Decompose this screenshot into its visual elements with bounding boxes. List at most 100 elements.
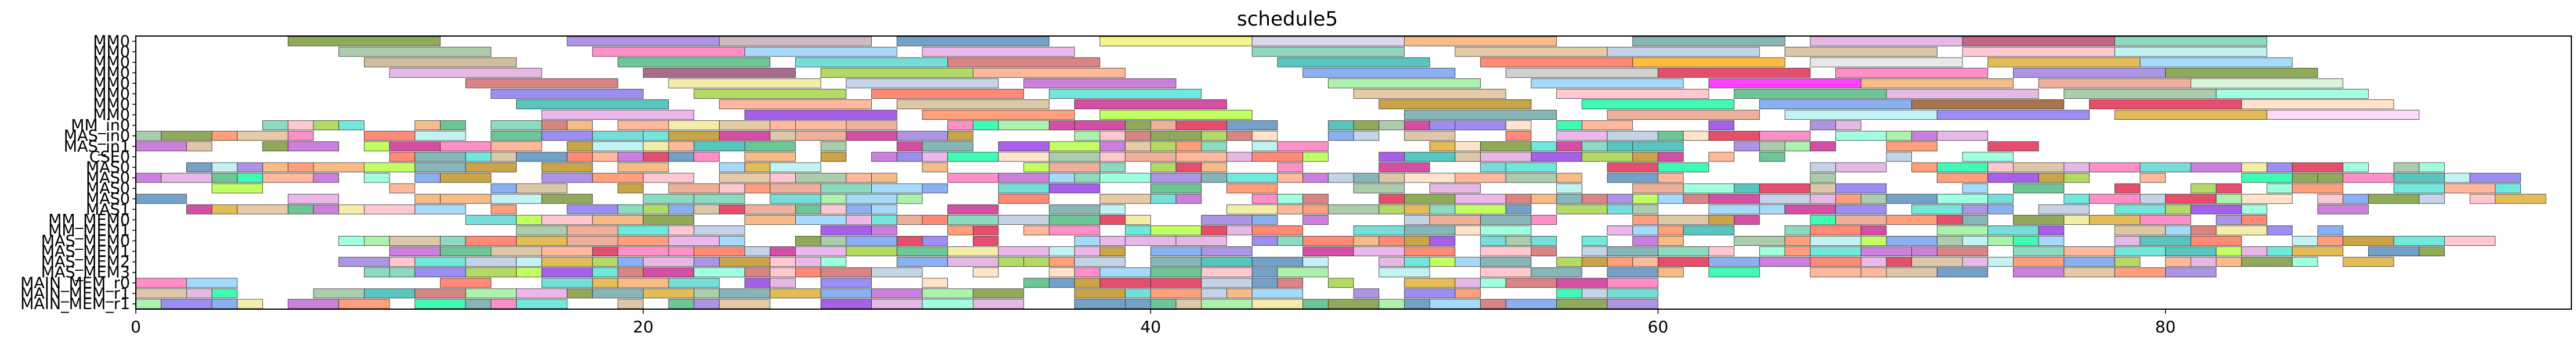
task-bar bbox=[820, 299, 872, 309]
task-bar bbox=[2114, 225, 2166, 235]
task-bar bbox=[1303, 299, 1329, 309]
task-bar bbox=[1150, 257, 1202, 267]
task-bar bbox=[414, 257, 466, 267]
task-bar bbox=[1251, 46, 1405, 57]
task-bar bbox=[1581, 99, 1735, 109]
task-bar bbox=[1810, 141, 1836, 152]
task-bar bbox=[490, 88, 644, 99]
task-bar bbox=[1175, 120, 1227, 131]
task-bar bbox=[719, 99, 872, 109]
task-bar bbox=[1936, 173, 1989, 183]
task-bar bbox=[1404, 36, 1557, 46]
task-bar bbox=[1150, 225, 1202, 235]
task-bar bbox=[363, 173, 390, 183]
task-bar bbox=[871, 204, 897, 214]
task-bar bbox=[2343, 236, 2394, 246]
task-bar bbox=[846, 246, 897, 257]
task-bar bbox=[1708, 78, 1861, 88]
task-bar bbox=[972, 120, 999, 131]
task-bar bbox=[1936, 225, 1989, 235]
task-bar bbox=[1150, 246, 1202, 257]
task-bar bbox=[363, 288, 416, 299]
task-bar bbox=[592, 131, 644, 141]
task-bar bbox=[1581, 152, 1633, 162]
y-tick-label: MAS0 bbox=[86, 169, 130, 187]
task-bar bbox=[770, 278, 796, 288]
task-bar bbox=[1099, 246, 1126, 257]
task-bar bbox=[1911, 204, 1963, 214]
task-bar bbox=[1455, 257, 1481, 267]
task-bar bbox=[1404, 299, 1430, 309]
task-bar bbox=[1581, 246, 1608, 257]
task-bar bbox=[846, 120, 897, 131]
task-bar bbox=[237, 173, 263, 183]
task-bar bbox=[414, 162, 466, 173]
task-bar bbox=[516, 236, 568, 246]
task-bar bbox=[211, 299, 238, 309]
task-bar bbox=[2140, 236, 2191, 246]
task-bar bbox=[643, 173, 694, 183]
task-bar bbox=[1404, 131, 1456, 141]
task-bar bbox=[490, 193, 542, 204]
task-bar bbox=[922, 152, 948, 162]
task-bar bbox=[922, 183, 948, 193]
task-bar bbox=[972, 225, 999, 235]
y-tick-label: MM0 bbox=[93, 96, 130, 114]
task-bar bbox=[1175, 299, 1202, 309]
task-bar bbox=[2267, 225, 2293, 235]
task-bar bbox=[2114, 267, 2166, 278]
task-bar bbox=[567, 204, 618, 214]
task-bar bbox=[1531, 141, 1557, 152]
y-tick-label: MAS0 bbox=[86, 159, 130, 177]
task-bar bbox=[795, 257, 821, 267]
task-bar bbox=[1353, 88, 1506, 99]
task-bar bbox=[1353, 173, 1380, 183]
task-bar bbox=[1734, 214, 1760, 225]
task-bar bbox=[1379, 99, 1532, 109]
task-bar bbox=[1303, 257, 1329, 267]
y-axis-labels: MM0MM0MM0MM0MM0MM0MM0MM0MM_in0MAS_in0MAS… bbox=[20, 33, 136, 313]
task-bar bbox=[770, 193, 821, 204]
task-bar bbox=[186, 141, 212, 152]
task-bar bbox=[2317, 193, 2344, 204]
task-bar bbox=[1099, 278, 1151, 288]
task-bar bbox=[1860, 193, 1887, 204]
task-bar bbox=[1429, 257, 1456, 267]
y-tick-label: MM_MEM1 bbox=[48, 221, 130, 239]
task-bar bbox=[820, 204, 847, 214]
task-bar bbox=[1099, 131, 1126, 141]
task-bar bbox=[1581, 120, 1633, 131]
task-bar bbox=[541, 278, 593, 288]
task-bar bbox=[922, 288, 973, 299]
task-bar bbox=[1784, 246, 1811, 257]
task-bar bbox=[363, 57, 517, 67]
task-bar bbox=[1708, 257, 1760, 267]
task-bar bbox=[1201, 288, 1227, 299]
task-bar bbox=[694, 225, 745, 235]
task-bar bbox=[541, 214, 593, 225]
task-bar bbox=[2114, 46, 2267, 57]
task-bar bbox=[947, 152, 999, 162]
task-bar bbox=[668, 120, 720, 131]
task-bar bbox=[1936, 246, 1989, 257]
task-bar bbox=[262, 162, 288, 173]
task-bar bbox=[2013, 67, 2166, 78]
task-bar bbox=[820, 67, 973, 78]
task-bar bbox=[1327, 204, 1380, 214]
task-bar bbox=[1607, 173, 1658, 183]
task-bar bbox=[2368, 193, 2420, 204]
task-bar bbox=[1379, 257, 1405, 267]
task-bar bbox=[1810, 162, 1836, 173]
task-bar bbox=[1049, 120, 1075, 131]
task-bar bbox=[1581, 193, 1608, 204]
task-bar bbox=[2292, 183, 2344, 193]
task-bar bbox=[1683, 183, 1735, 193]
task-bar bbox=[1784, 110, 1938, 120]
task-bar bbox=[1734, 88, 1887, 99]
task-bar bbox=[2241, 246, 2267, 257]
task-bar bbox=[744, 204, 796, 214]
task-bar bbox=[1810, 257, 1861, 267]
y-tick-label: MM0 bbox=[93, 85, 130, 103]
task-bar bbox=[440, 246, 492, 257]
task-bar bbox=[1708, 214, 1735, 225]
